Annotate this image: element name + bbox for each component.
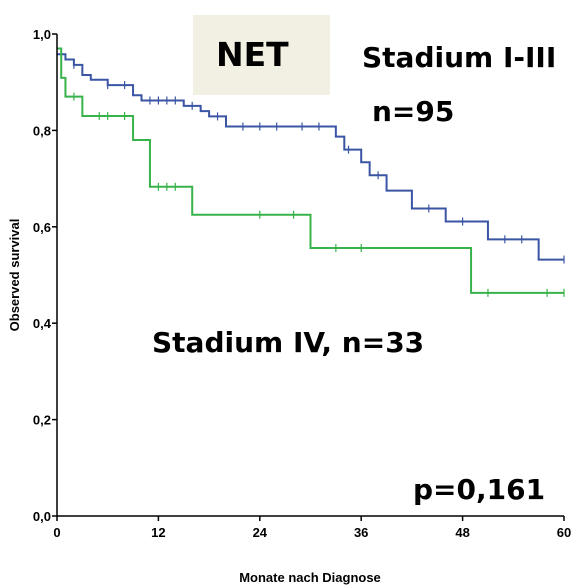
stadium-iv-label: Stadium IV, n=33 — [152, 326, 424, 359]
net-label-box — [193, 15, 330, 95]
y-tick-label-0: 0,0 — [33, 509, 51, 524]
stadium-i-iii-label: Stadium I-III — [362, 41, 556, 74]
x-tick-label-3: 36 — [354, 525, 368, 540]
axis-ticks: 0 12 24 36 48 60 0,0 0,2 0,4 0,6 0,8 1,0 — [33, 27, 571, 540]
x-tick-label-0: 0 — [53, 525, 60, 540]
survival-curve-stadium_iv — [57, 47, 564, 294]
y-tick-label-1: 0,2 — [33, 413, 51, 428]
y-tick-label-4: 0,8 — [33, 123, 51, 138]
x-tick-label-2: 24 — [253, 525, 268, 540]
p-value-label: p=0,161 — [413, 473, 545, 506]
y-tick-label-5: 1,0 — [33, 27, 51, 42]
plot-area — [57, 47, 565, 297]
x-axis-title: Monate nach Diagnose — [239, 570, 381, 585]
y-tick-label-3: 0,6 — [33, 220, 51, 235]
y-axis-title: Observed survival — [7, 219, 22, 332]
x-tick-label-1: 12 — [151, 525, 165, 540]
y-tick-label-2: 0,4 — [33, 316, 52, 331]
net-label: NET — [216, 35, 289, 74]
n-i-iii-label: n=95 — [372, 95, 454, 128]
x-tick-label-5: 60 — [557, 525, 571, 540]
x-tick-label-4: 48 — [455, 525, 469, 540]
